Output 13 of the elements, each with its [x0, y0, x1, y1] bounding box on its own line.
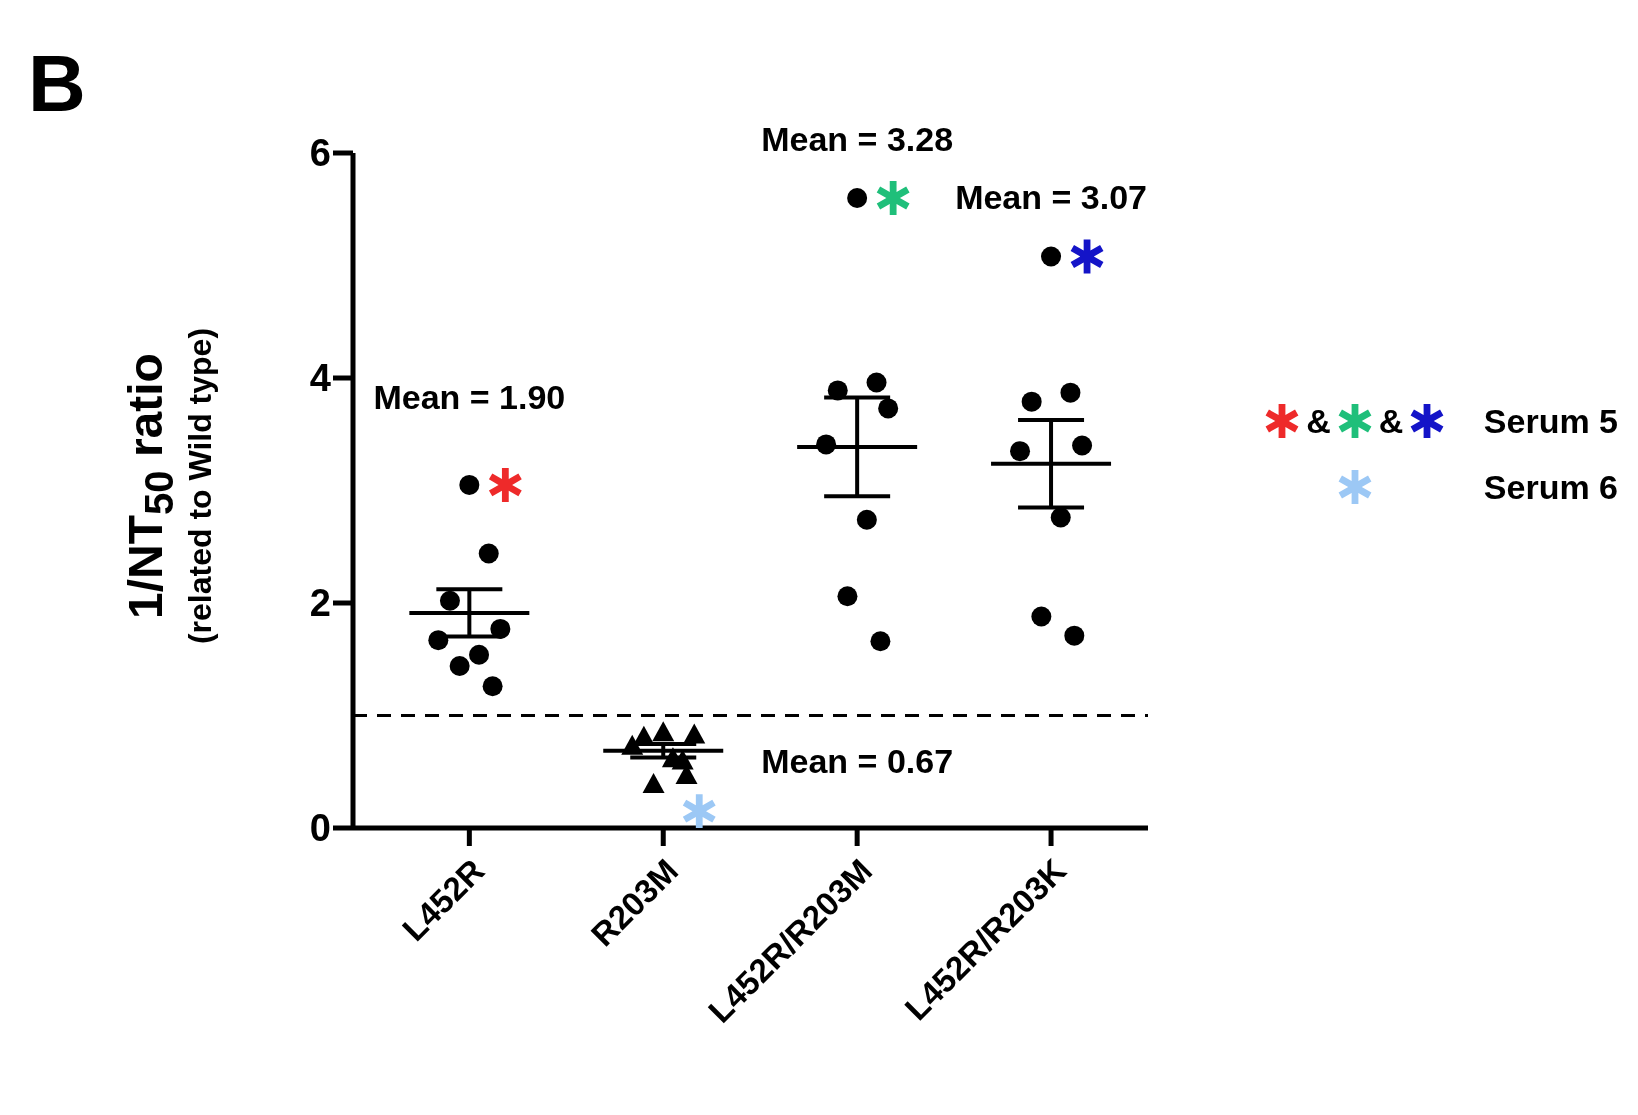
annotation: Mean = 3.28 — [760, 119, 955, 159]
text: & — [1378, 401, 1404, 441]
y-tick-label: 4 — [309, 357, 331, 400]
text: & — [1306, 401, 1331, 441]
chart-title: B — [28, 38, 86, 130]
legend-label: Serum 5 — [1483, 401, 1618, 441]
annotation: Mean = 0.67 — [760, 742, 955, 782]
annotation: Mean = 3.07 — [954, 178, 1148, 218]
annotation: Mean = 1.90 — [372, 377, 567, 417]
y-tick-label: 6 — [309, 132, 331, 175]
y-tick-label: 0 — [309, 807, 331, 850]
y-tick-label: 2 — [309, 582, 331, 625]
text: Serum 6 — [1483, 467, 1618, 507]
